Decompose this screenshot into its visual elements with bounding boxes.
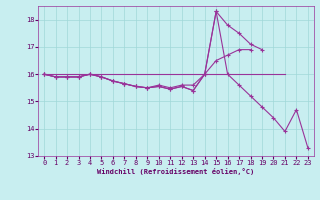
X-axis label: Windchill (Refroidissement éolien,°C): Windchill (Refroidissement éolien,°C) [97,168,255,175]
